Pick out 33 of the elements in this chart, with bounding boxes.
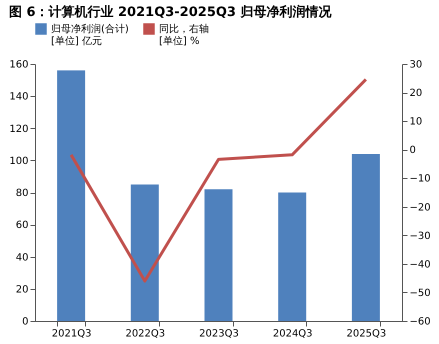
bar <box>130 184 159 321</box>
y2-tick-label: 30 <box>410 60 422 70</box>
y2-tick-label: −30 <box>410 230 431 242</box>
legend-label: 归母净利润(合计) [单位] 亿元 <box>51 23 129 47</box>
legend-label: 同比，右轴 [单位] % <box>159 23 209 47</box>
y2-tick-label: −20 <box>410 202 431 214</box>
x-tick-label: 2021Q3 <box>52 328 92 340</box>
y2-tick-label: 0 <box>410 145 416 156</box>
x-tick-label: 2022Q3 <box>125 328 166 340</box>
y-tick-label: 40 <box>16 252 28 264</box>
x-tick-label: 2023Q3 <box>199 328 239 340</box>
y-tick-label: 80 <box>16 188 28 199</box>
bar <box>57 70 86 321</box>
y2-tick-label: 20 <box>410 88 422 100</box>
y2-tick-label: −40 <box>410 259 431 270</box>
y-tick-label: 160 <box>9 60 28 70</box>
y2-tick-label: 10 <box>410 116 422 128</box>
x-tick-label: 2025Q3 <box>346 328 386 340</box>
y2-tick-label: −50 <box>410 288 431 299</box>
y-tick-label: 120 <box>9 124 28 135</box>
bar <box>352 154 380 321</box>
y2-tick-label: −60 <box>410 316 431 328</box>
y2-tick-label: −10 <box>410 174 431 185</box>
line-series <box>70 78 368 283</box>
y-tick-label: 20 <box>16 284 28 296</box>
x-tick-label: 2024Q3 <box>272 328 313 340</box>
bar <box>278 192 306 321</box>
y-tick-label: 0 <box>22 316 28 328</box>
bar <box>204 189 232 321</box>
chart-title: 图 6：计算机行业 2021Q3-2025Q3 归母净利润情况 <box>8 4 332 20</box>
y-tick-label: 140 <box>9 92 28 103</box>
y-tick-label: 100 <box>9 156 28 167</box>
y-tick-label: 60 <box>16 220 28 232</box>
